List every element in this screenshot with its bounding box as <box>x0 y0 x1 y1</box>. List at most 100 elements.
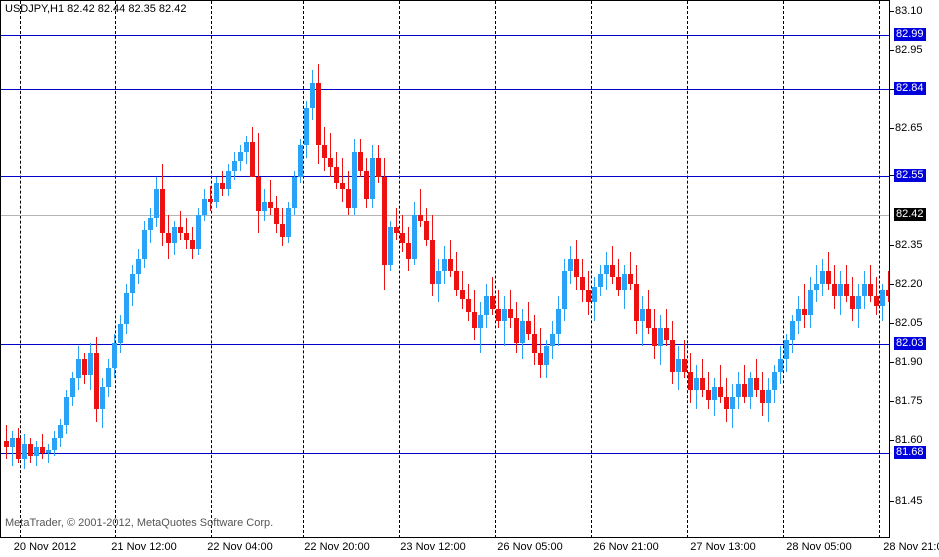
candle-body-bullish <box>520 321 525 343</box>
candle-body-bearish <box>610 265 615 277</box>
candle-body-bullish <box>856 296 861 309</box>
candle-wick <box>330 133 331 177</box>
candle-body-bullish <box>862 284 867 296</box>
candle-body-bullish <box>46 450 51 453</box>
chart-plot-area[interactable]: USDJPY,H1 82.42 82.44 82.35 82.42 MetaTr… <box>0 0 890 538</box>
candle-body-bearish <box>634 284 639 321</box>
candle-body-bullish <box>556 309 561 334</box>
price-level-badge[interactable]: 82.84 <box>894 82 926 95</box>
candle-body-bearish <box>424 221 429 240</box>
candle-body-bullish <box>202 199 207 215</box>
candle-body-bearish <box>160 189 165 233</box>
price-level-badge[interactable]: 82.99 <box>894 28 926 41</box>
candle-wick <box>210 186 211 211</box>
candle-body-bearish <box>322 145 327 158</box>
candle-body-bearish <box>670 340 675 372</box>
candle-body-bullish <box>244 142 249 152</box>
candle-body-bearish <box>364 171 369 199</box>
price-level-badge[interactable]: 82.55 <box>894 169 926 182</box>
tick-mark <box>890 127 894 129</box>
candle-body-bearish <box>850 296 855 309</box>
candle-body-bearish <box>724 397 729 409</box>
candle-body-bullish <box>64 397 69 425</box>
price-tick-label: 82.65 <box>890 122 939 134</box>
tick-value: 81.60 <box>895 434 923 446</box>
time-tick-label: 28 Nov 21:00 <box>883 541 939 553</box>
candle-body-bearish <box>418 215 423 221</box>
candle-body-bullish <box>34 447 39 456</box>
price-tick-label: 81.90 <box>890 356 939 368</box>
candle-body-bullish <box>10 438 15 447</box>
price-level-badge[interactable]: 82.03 <box>894 337 926 350</box>
price-level-line[interactable] <box>1 89 889 90</box>
candle-body-bearish <box>574 259 579 277</box>
candle-body-bearish <box>316 83 321 145</box>
candle-body-bullish <box>106 368 111 387</box>
time-tick-label: 27 Nov 13:00 <box>690 541 756 553</box>
candle-body-bullish <box>124 293 129 324</box>
candle-body-bullish <box>694 378 699 390</box>
vertical-gridline <box>20 1 21 537</box>
price-level-line[interactable] <box>1 176 889 177</box>
candle-body-bearish <box>40 447 45 453</box>
price-scale-axis[interactable]: 83.1082.9582.8082.6582.5082.3582.2082.05… <box>890 0 939 557</box>
candle-body-bearish <box>760 390 765 403</box>
time-tick-label: 26 Nov 21:00 <box>593 541 659 553</box>
candle-body-bullish <box>238 152 243 161</box>
time-tick-label: 22 Nov 20:00 <box>304 541 370 553</box>
tick-mark <box>890 283 894 285</box>
candle-body-bullish <box>796 309 801 321</box>
candle-body-bullish <box>352 152 357 208</box>
candle-body-bearish <box>580 277 585 290</box>
candle-body-bullish <box>118 324 123 343</box>
candle-body-bearish <box>754 378 759 390</box>
vertical-gridline <box>303 1 304 537</box>
candle-body-bearish <box>220 183 225 189</box>
candle-body-bearish <box>448 259 453 271</box>
candle-body-bullish <box>304 108 309 145</box>
candle-body-bullish <box>568 259 573 271</box>
candle-body-bearish <box>184 233 189 240</box>
candle-body-bullish <box>154 189 159 218</box>
candle-body-bearish <box>538 353 543 365</box>
candle-body-bearish <box>280 224 285 237</box>
candle-body-bearish <box>334 167 339 183</box>
candle-body-bullish <box>100 387 105 409</box>
price-level-line[interactable] <box>1 344 889 345</box>
time-scale-axis[interactable]: 20 Nov 2012 21 Nov 12:00 22 Nov 04:00 22 No… <box>0 538 939 557</box>
candle-body-bullish <box>262 202 267 211</box>
candle-body-bullish <box>736 384 741 397</box>
price-level-line[interactable] <box>1 35 889 36</box>
tick-value: 82.20 <box>895 278 923 290</box>
candle-body-bearish <box>4 441 9 447</box>
candle-wick <box>666 309 667 346</box>
candle-wick <box>420 189 421 227</box>
candle-body-bearish <box>190 240 195 249</box>
candle-body-bullish <box>814 284 819 290</box>
tick-value: 83.10 <box>895 5 923 17</box>
candle-body-bullish <box>502 309 507 321</box>
candle-body-bearish <box>514 318 519 343</box>
price-tick-label: 81.60 <box>890 434 939 446</box>
price-level-badge[interactable]: 81.68 <box>894 446 926 459</box>
candle-body-bullish <box>604 265 609 274</box>
candle-body-bullish <box>838 284 843 296</box>
candle-body-bullish <box>442 259 447 271</box>
candle-body-bullish <box>292 177 297 208</box>
current-price-badge[interactable]: 82.42 <box>894 208 926 221</box>
tick-mark <box>890 244 894 246</box>
candle-wick <box>888 271 889 302</box>
candle-body-bearish <box>886 290 889 296</box>
candle-body-bearish <box>466 299 471 312</box>
candle-body-bearish <box>646 309 651 328</box>
candle-body-bearish <box>508 309 513 318</box>
vertical-gridline <box>591 1 592 537</box>
tick-mark <box>890 322 894 324</box>
candle-wick <box>12 431 13 466</box>
copyright-label: MetaTrader, © 2001-2012, MetaQuotes Soft… <box>5 517 274 529</box>
candle-body-bullish <box>484 296 489 315</box>
price-level-line[interactable] <box>1 453 889 454</box>
candle-body-bearish <box>274 208 279 224</box>
vertical-gridline <box>879 1 880 537</box>
